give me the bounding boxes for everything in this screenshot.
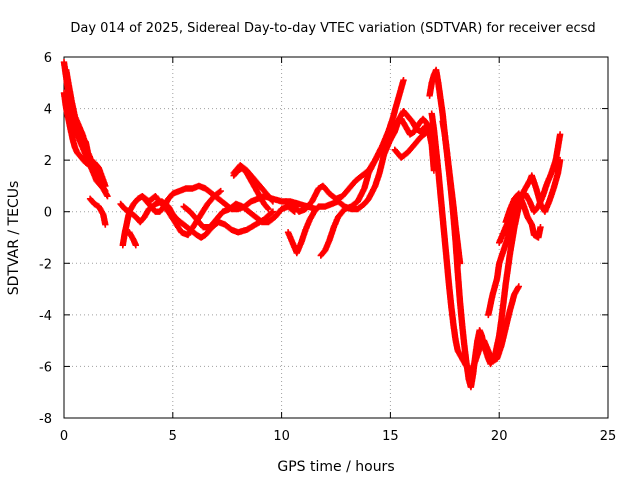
data-track (317, 77, 407, 259)
y-tick-label: 6 (44, 51, 52, 66)
x-tick-label: 20 (491, 429, 508, 444)
axis-ticks (63, 56, 609, 419)
data-track (439, 118, 464, 267)
x-tick-label: 25 (600, 429, 617, 444)
x-tick-label: 5 (169, 429, 177, 444)
data-track (282, 108, 433, 215)
y-tick-label: 2 (44, 154, 52, 169)
y-tick-label: -8 (39, 412, 52, 427)
data-track (485, 131, 564, 319)
data-track (284, 115, 438, 257)
y-tick-label: 4 (44, 103, 52, 118)
tick-labels: 0 5 10 15 20 25 -8 -6 -4 -2 0 2 4 6 (39, 51, 616, 444)
y-axis-label: SDTVAR / TECUs (6, 181, 22, 296)
x-axis-label: GPS time / hours (277, 459, 394, 475)
data-track (180, 200, 298, 231)
data-track (139, 187, 224, 239)
data-track (86, 195, 109, 228)
x-tick-label: 15 (382, 429, 399, 444)
grid-lines (64, 57, 608, 418)
y-tick-label: -2 (39, 257, 52, 272)
x-tick-label: 10 (273, 429, 290, 444)
data-track (230, 162, 277, 205)
y-tick-label: -4 (39, 309, 52, 324)
data-track (391, 123, 435, 161)
data-track (63, 100, 111, 200)
plot-frame (63, 56, 609, 419)
data-track (428, 110, 522, 375)
data-points (60, 59, 564, 391)
data-track (496, 156, 564, 246)
y-tick-label: -6 (39, 360, 52, 375)
chart-title: Day 014 of 2025, Sidereal Day-to-day VTE… (70, 21, 595, 36)
data-track (126, 229, 139, 249)
y-tick-label: 0 (44, 206, 52, 221)
data-track (502, 190, 544, 241)
x-tick-label: 0 (60, 429, 68, 444)
data-track (63, 66, 89, 148)
